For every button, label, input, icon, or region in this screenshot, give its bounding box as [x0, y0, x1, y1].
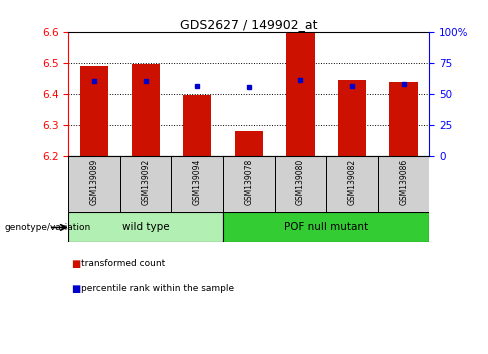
Text: GSM139080: GSM139080 [296, 159, 305, 205]
Bar [223, 156, 275, 212]
Bar [389, 81, 418, 156]
Bar [286, 33, 315, 156]
Text: GSM139089: GSM139089 [90, 159, 99, 205]
Bar [223, 212, 429, 242]
Bar [275, 156, 326, 212]
Text: GSM139082: GSM139082 [347, 159, 357, 205]
Text: wild type: wild type [122, 222, 169, 233]
Title: GDS2627 / 149902_at: GDS2627 / 149902_at [180, 18, 318, 31]
Bar [378, 156, 429, 212]
Bar [68, 156, 120, 212]
Bar [132, 64, 160, 156]
Text: GSM139086: GSM139086 [399, 159, 408, 205]
Bar [235, 131, 263, 156]
Text: ■: ■ [71, 259, 80, 269]
Text: percentile rank within the sample: percentile rank within the sample [81, 284, 234, 293]
Text: GSM139078: GSM139078 [244, 159, 253, 205]
Bar [68, 212, 223, 242]
Bar [326, 156, 378, 212]
Bar [120, 156, 171, 212]
Bar [171, 156, 223, 212]
Bar [183, 96, 211, 156]
Bar [338, 80, 366, 156]
Text: ■: ■ [71, 284, 80, 293]
Bar [80, 66, 108, 156]
Text: transformed count: transformed count [81, 259, 165, 268]
Text: POF null mutant: POF null mutant [284, 222, 368, 233]
Text: genotype/variation: genotype/variation [5, 223, 91, 232]
Text: GSM139094: GSM139094 [193, 159, 202, 205]
Text: GSM139092: GSM139092 [141, 159, 150, 205]
